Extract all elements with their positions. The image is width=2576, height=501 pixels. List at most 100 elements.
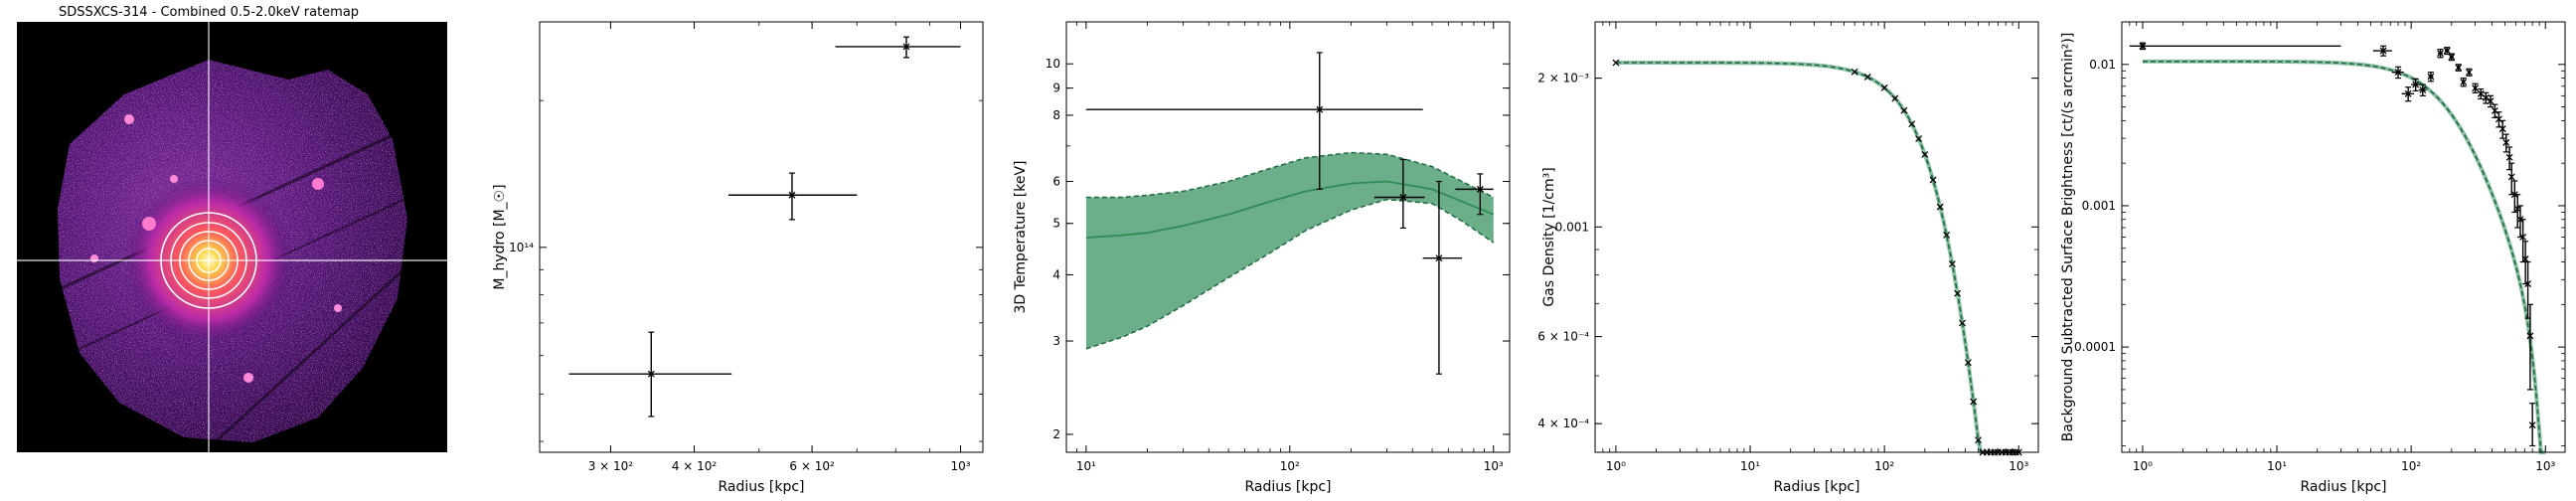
ratemap-title: SDSSXCS-314 - Combined 0.5-2.0keV ratema… [59, 5, 359, 20]
density-point [1915, 135, 1923, 142]
data-point [2404, 89, 2412, 97]
y-tick-label: 0.001 [2082, 199, 2116, 213]
density-point [1929, 176, 1937, 184]
y-tick-label: 4 × 10⁻⁴ [1537, 417, 1589, 430]
data-point [2465, 69, 2473, 77]
data-point [2427, 73, 2435, 81]
data-point [2521, 255, 2529, 262]
density-point [1970, 398, 1978, 406]
x-tick-label: 4 × 10² [672, 459, 718, 473]
data-point [647, 370, 655, 378]
x-tick-label: 10⁰ [1606, 459, 1626, 473]
ratemap-emission [58, 60, 407, 442]
y-tick-label: 10 [1046, 57, 1060, 71]
x-tick-label: 10³ [2535, 459, 2555, 473]
data-point [788, 191, 796, 199]
x-tick-label: 10¹ [1076, 459, 1096, 473]
x-tick-label: 10¹ [1740, 459, 1760, 473]
density-point [1863, 74, 1871, 81]
temperature-median-line [1085, 180, 1495, 239]
data-point [2513, 205, 2521, 213]
data-point [2477, 89, 2485, 97]
data-point [2507, 173, 2515, 181]
x-tick-label: 10² [1874, 459, 1894, 473]
x-tick-label: 10² [2401, 459, 2421, 473]
data-point [2498, 125, 2506, 133]
data-point [2524, 280, 2532, 288]
brightness-model-band [2142, 59, 2546, 454]
y-axis-label: 3D Temperature [keV] [1013, 161, 1029, 314]
y-axis-label: M_hydro [M_☉] [492, 184, 508, 289]
x-axis-label: Radius [kpc] [2300, 479, 2386, 495]
density-point [1964, 359, 1972, 367]
data-point [2505, 153, 2513, 161]
y-tick-label: 2 × 10⁻³ [1537, 72, 1589, 85]
x-tick-label: 10³ [2009, 459, 2028, 473]
data-point [2491, 106, 2498, 114]
data-point [2139, 42, 2147, 50]
y-tick-label: 0.01 [2089, 58, 2116, 72]
data-point [2526, 332, 2534, 340]
data-point [1399, 194, 1407, 201]
plot-frame [1594, 21, 2039, 453]
data-point [902, 43, 910, 51]
density-model-band [1615, 61, 2019, 454]
density-point [1921, 150, 1929, 158]
x-tick-label: 10³ [1484, 459, 1504, 473]
data-point [1435, 254, 1443, 262]
density-point [1975, 436, 1983, 444]
y-tick-label: 4 [1052, 267, 1060, 281]
chart-panel-1: 3 × 10² 4 × 10² 6 × 10² 10³ 10¹⁴ Radius [kpc]… [492, 21, 984, 495]
y-tick-label: 8 [1052, 108, 1060, 122]
y-tick-label: 0.0001 [2074, 340, 2116, 354]
density-point [1851, 68, 1858, 76]
y-tick-label: 10¹⁴ [509, 241, 534, 254]
data-point [2448, 53, 2456, 61]
x-tick-label: 10⁰ [2133, 459, 2153, 473]
density-point [1943, 231, 1951, 239]
y-tick-label: 6 × 10⁻⁴ [1537, 330, 1589, 344]
ratemap-crosshair [17, 22, 447, 452]
data-point [2502, 138, 2510, 146]
y-tick-label: 6 [1052, 175, 1060, 189]
data-point [2528, 421, 2536, 429]
ratemap-panel: SDSSXCS-314 - Combined 0.5-2.0keV ratema… [17, 5, 447, 452]
data-point [2419, 85, 2427, 93]
data-point [2437, 50, 2444, 57]
chart-panel-2: 10¹ 10² 10³ 2 3 4 5 6 8 9 10 Radius [kpc] 3D Tempera… [1013, 21, 1511, 495]
density-point [1891, 94, 1899, 102]
brightness-model-line [2142, 61, 2546, 453]
density-point [1936, 203, 1944, 211]
x-axis-label: Radius [kpc] [1244, 479, 1331, 495]
x-tick-label: 6 × 10² [789, 459, 835, 473]
density-point [1612, 59, 1620, 67]
density-point [1908, 120, 1916, 128]
x-tick-label: 3 × 10² [588, 459, 634, 473]
density-point [1948, 260, 1956, 268]
x-tick-label: 10² [1280, 459, 1300, 473]
data-point [2443, 47, 2451, 55]
data-point [2412, 81, 2420, 88]
x-axis-label: Radius [kpc] [1773, 479, 1859, 495]
data-point [2379, 47, 2387, 55]
x-tick-label: 10³ [950, 459, 970, 473]
temperature-band-upper [1085, 151, 1495, 199]
y-tick-label: 0.001 [1555, 220, 1589, 234]
data-point [1316, 105, 1324, 113]
data-point [2455, 64, 2463, 72]
y-axis-label: Background Subtracted Surface Brightness… [2060, 33, 2076, 442]
data-point [2460, 79, 2468, 86]
data-point [2394, 69, 2402, 77]
y-tick-label: 5 [1052, 217, 1060, 231]
density-point [1880, 84, 1888, 91]
chart-panel-4: 10⁰ 10¹ 10² 10³ 0.0001 0.001 0.01 Radius [kpc] B… [2060, 21, 2566, 495]
density-point [1954, 289, 1962, 297]
data-point [2487, 97, 2495, 105]
density-model-line [1615, 62, 2019, 453]
y-tick-label: 2 [1052, 427, 1060, 441]
plot-frame [2121, 21, 2566, 453]
y-tick-label: 9 [1052, 82, 1060, 95]
data-point [1476, 185, 1484, 193]
density-point [1900, 106, 1908, 114]
